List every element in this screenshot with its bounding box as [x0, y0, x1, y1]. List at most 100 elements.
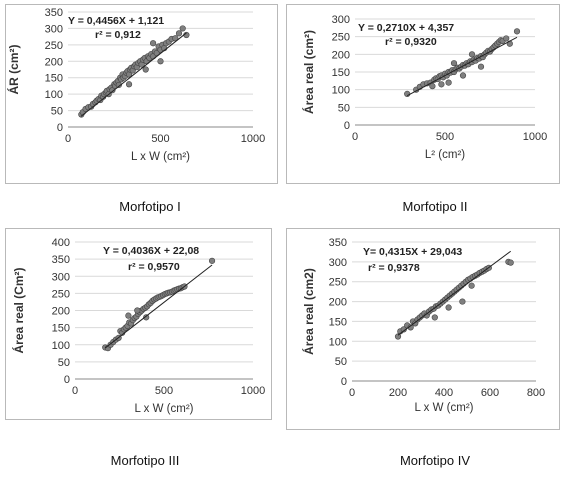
chart4-point-0	[394, 333, 402, 340]
chart1-ytick-label-6: 300	[45, 23, 63, 35]
chart4-point-43	[459, 298, 466, 305]
chart3-xtick-label-2: 1000	[241, 385, 265, 397]
chart3-equation: Y = 0,4036X + 22,08	[103, 245, 199, 257]
chart2-point-53	[438, 81, 445, 88]
chart2-point-0	[404, 90, 411, 98]
chart4-xtick-label-0: 0	[349, 387, 355, 399]
chart4-equation: Y= 0,4315X + 29,043	[363, 246, 462, 258]
chart1-x-axis-label: L x W (cm²)	[131, 151, 190, 163]
chart2-point-54	[429, 83, 436, 90]
chart1-trendline	[80, 32, 187, 117]
chart1-point-64	[150, 40, 157, 47]
chart4-point-42	[445, 304, 452, 311]
chart2-ytick-label-2: 100	[332, 85, 350, 97]
chart4-ytick-label-4: 200	[329, 297, 347, 309]
chart4-ytick-label-7: 350	[329, 237, 347, 249]
chart2-point-49	[459, 72, 467, 79]
chart3-ytick-label-1: 50	[58, 357, 70, 369]
chart1-ytick-label-2: 100	[45, 89, 63, 101]
chart4-xtick-label-1: 200	[389, 387, 407, 399]
chart4-xtick-label-2: 400	[435, 387, 453, 399]
chart1-point-63	[157, 58, 164, 65]
chart4-xtick-label-4: 800	[527, 387, 545, 399]
chart1-y-axis-label: ÁR (cm²)	[6, 44, 21, 94]
chart2-point-48	[445, 79, 452, 86]
chart1-point-61	[125, 81, 133, 88]
chart3-xtick-label-1: 500	[155, 385, 173, 397]
chart2-ytick-label-0: 0	[344, 120, 350, 132]
chart1-point-59	[179, 25, 186, 32]
chart3-point-45	[134, 307, 141, 314]
chart2-point-51	[468, 51, 476, 58]
chart3-ytick-label-7: 350	[52, 254, 70, 266]
chart2-ytick-label-6: 300	[332, 14, 350, 26]
chart4-point-40	[507, 259, 514, 266]
chart4-ytick-label-3: 150	[329, 316, 347, 328]
chart2-point-50	[477, 63, 485, 70]
chart2-point-52	[450, 60, 458, 67]
chart1-ytick-label-1: 50	[51, 106, 63, 118]
chart1-point-58	[175, 30, 183, 37]
chart2-ytick-label-4: 200	[332, 49, 350, 61]
chart2-ytick-label-1: 50	[338, 102, 350, 114]
chart2-ytick-label-5: 250	[332, 32, 350, 44]
caption-morfotipo-3: Morfotipo III	[110, 453, 180, 468]
chart2-xtick-label-2: 1000	[523, 131, 547, 143]
chart1-point-18	[109, 87, 116, 94]
chart1-r-squared: r² = 0,912	[95, 29, 141, 41]
caption-morfotipo-2: Morfotipo II	[402, 199, 468, 214]
chart2-equation: Y = 0,2710X + 4,357	[358, 22, 454, 34]
chart4-x-axis-label: L x W (cm²)	[415, 402, 474, 414]
chart3-ytick-label-3: 150	[52, 323, 70, 335]
chart4-r-squared: r² = 0,9378	[368, 262, 420, 274]
caption-morfotipo-1: Morfotipo I	[119, 199, 181, 214]
chart3-r-squared: r² = 0,9570	[128, 261, 180, 273]
chart4-ytick-label-1: 50	[335, 356, 347, 368]
chart3-trendline	[104, 264, 213, 349]
chart1-xtick-label-0: 0	[65, 133, 71, 145]
chart4-trendline	[397, 250, 511, 336]
chart1-ytick-label-5: 250	[45, 40, 63, 52]
chart3-xtick-label-0: 0	[72, 385, 78, 397]
chart3-point-46	[143, 314, 150, 321]
chart2-trendline	[406, 36, 518, 97]
chart3-ytick-label-2: 100	[52, 340, 70, 352]
chart4-y-axis-label: Área real (cm2)	[301, 268, 316, 355]
chart1-ytick-label-7: 350	[45, 7, 63, 19]
chart1-ytick-label-4: 200	[45, 56, 63, 68]
chart2-x-axis-label: L² (cm²)	[425, 149, 465, 161]
chart4-ytick-label-5: 250	[329, 277, 347, 289]
chart2-xtick-label-0: 0	[352, 131, 358, 143]
chart1-point-62	[142, 66, 149, 73]
chart4-ytick-label-0: 0	[341, 376, 347, 388]
chart4-ytick-label-6: 300	[329, 257, 347, 269]
chart2-point-45	[503, 35, 510, 42]
chart1-point-23	[115, 81, 122, 89]
chart3-point-43	[208, 257, 216, 264]
chart3-ytick-label-5: 250	[52, 288, 70, 300]
chart2-y-axis-label: Área real (cm²)	[301, 30, 316, 114]
chart4-point-41	[431, 314, 438, 321]
chart-frame-2	[286, 4, 560, 184]
chart1-ytick-label-0: 0	[57, 122, 63, 134]
chart2-ytick-label-3: 150	[332, 67, 350, 79]
chart2-point-47	[513, 28, 521, 35]
caption-morfotipo-4: Morfotipo IV	[399, 453, 471, 468]
chart4-ytick-label-2: 100	[329, 336, 347, 348]
chart3-ytick-label-8: 400	[52, 237, 70, 249]
chart1-xtick-label-2: 1000	[241, 133, 265, 145]
chart4-xtick-label-3: 600	[481, 387, 499, 399]
chart1-xtick-label-1: 500	[151, 133, 169, 145]
chart2-xtick-label-1: 500	[436, 131, 454, 143]
chart3-x-axis-label: L x W (cm²)	[135, 403, 194, 415]
chart3-ytick-label-4: 200	[52, 306, 70, 318]
chart2-r-squared: r² = 0,9320	[385, 36, 437, 48]
chart-frame-3	[5, 228, 272, 420]
chart1-equation: Y = 0,4456X + 1,121	[68, 15, 164, 27]
chart3-point-44	[125, 312, 132, 319]
chart3-ytick-label-6: 300	[52, 271, 70, 283]
chart4-point-44	[468, 282, 475, 289]
chart3-y-axis-label: Área real (Cm²)	[11, 267, 26, 353]
chart1-ytick-label-3: 150	[45, 73, 63, 85]
